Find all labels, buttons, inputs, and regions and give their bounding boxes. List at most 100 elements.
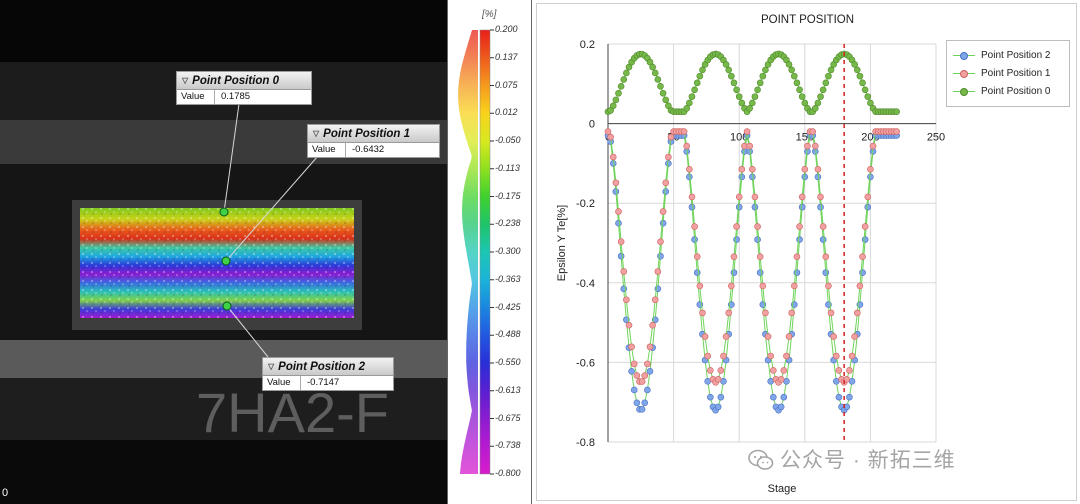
- color-scale-bar: [%] 0.200 0.137 0.075 0.012 -0.050 -0.113 -0.1…: [447, 0, 532, 504]
- data-point-point-position-2: [861, 236, 869, 243]
- data-point-point-position-1: [620, 268, 628, 275]
- callout-point-position-2[interactable]: ▽ Point Position 2 Value -0.7147: [262, 357, 394, 391]
- y-tick-label: -0.8: [576, 437, 595, 449]
- data-point-point-position-2: [633, 399, 641, 407]
- data-point-point-position-1: [699, 309, 706, 317]
- data-point-point-position-2: [864, 203, 872, 211]
- data-point-point-position-0: [659, 89, 667, 97]
- callout-value: -0.6432: [352, 144, 385, 155]
- callout-point-position-0[interactable]: ▽ Point Position 0 Value 0.1785: [176, 71, 312, 105]
- color-scale-tick-label: -0.300: [495, 246, 521, 256]
- data-point-point-position-0: [791, 72, 798, 80]
- data-point-point-position-0: [851, 61, 858, 68]
- data-point-point-position-0: [853, 66, 861, 74]
- data-point-point-position-1: [646, 343, 654, 351]
- data-point-point-position-1: [822, 253, 830, 261]
- data-point-point-position-2: [801, 173, 809, 181]
- color-scale-tick-label: -0.113: [495, 162, 520, 173]
- data-point-point-position-1: [688, 193, 696, 201]
- callout-value: -0.7147: [307, 377, 340, 388]
- point-position-chart[interactable]: POINT POSITION 0.20-0.2-0.4-0.6-0.805010…: [536, 3, 1077, 501]
- data-point-point-position-0: [657, 83, 664, 90]
- callout-key: Value: [263, 376, 301, 390]
- data-point-point-position-0: [651, 69, 659, 77]
- data-point-point-position-1: [830, 333, 837, 340]
- data-point-point-position-2: [615, 219, 622, 227]
- data-point-point-position-1: [798, 193, 806, 201]
- data-point-point-position-1: [623, 296, 630, 304]
- data-point-point-position-2: [819, 236, 827, 243]
- collapse-triangle-icon[interactable]: ▽: [313, 129, 320, 138]
- data-point-point-position-1: [633, 372, 641, 379]
- data-point-point-position-2: [662, 188, 670, 195]
- data-point-point-position-0: [749, 99, 756, 107]
- data-point-point-position-0: [683, 105, 691, 112]
- data-point-point-position-1: [762, 309, 769, 317]
- data-point-point-position-2: [751, 203, 759, 211]
- data-point-point-position-2: [659, 219, 667, 227]
- data-point-point-position-1: [869, 142, 877, 150]
- data-point-point-position-0: [623, 69, 630, 77]
- data-point-point-position-0: [691, 86, 698, 94]
- data-point-point-position-2: [835, 393, 843, 401]
- data-point-point-position-0: [693, 79, 701, 87]
- color-scale-tick-label: -0.550: [495, 357, 521, 367]
- collapse-triangle-icon[interactable]: ▽: [268, 362, 275, 371]
- data-point-point-position-0: [822, 79, 830, 87]
- data-point-point-position-1: [730, 253, 738, 261]
- collapse-triangle-icon[interactable]: ▽: [182, 76, 189, 85]
- data-point-point-position-2: [780, 393, 788, 401]
- data-point-point-position-1: [630, 360, 638, 368]
- data-point-point-position-1: [743, 128, 751, 135]
- data-point-point-position-1: [683, 142, 691, 150]
- data-point-point-position-1: [738, 166, 746, 173]
- data-point-point-position-2: [817, 203, 824, 211]
- x-tick-label: 100: [730, 132, 748, 144]
- data-point-point-position-2: [691, 236, 698, 243]
- data-point-point-position-1: [848, 352, 856, 360]
- data-point-point-position-1: [751, 193, 759, 201]
- data-point-point-position-2: [738, 173, 746, 181]
- data-point-point-position-0: [686, 99, 693, 107]
- data-point-point-position-1: [651, 296, 659, 304]
- data-point-point-position-1: [733, 223, 740, 230]
- chart-title: POINT POSITION: [760, 14, 855, 26]
- data-point-point-position-0: [793, 79, 801, 87]
- data-point-point-position-0: [751, 93, 759, 100]
- data-point-point-position-0: [817, 93, 824, 100]
- data-point-point-position-1: [843, 376, 851, 383]
- data-point-point-position-1: [817, 193, 824, 201]
- y-axis-label: Epsilon Y Te[%]: [556, 205, 568, 281]
- data-point-point-position-1: [856, 282, 864, 290]
- callout-key: Value: [308, 143, 346, 157]
- color-scale-tick-label: -0.175: [495, 190, 521, 201]
- data-point-point-position-0: [617, 83, 625, 90]
- data-point-point-position-1: [746, 142, 753, 150]
- data-point-point-position-1: [819, 223, 827, 230]
- data-point-point-position-0: [798, 93, 806, 100]
- data-point-point-position-1: [659, 208, 667, 215]
- data-point-point-position-1: [759, 282, 767, 290]
- data-point-point-position-1: [714, 376, 722, 383]
- data-point-point-position-1: [793, 253, 801, 261]
- data-point-point-position-2: [714, 403, 722, 411]
- data-point-point-position-0: [759, 72, 767, 80]
- data-point-point-position-0: [738, 99, 746, 107]
- color-scale-tick-label: -0.050: [495, 135, 521, 145]
- data-point-point-position-0: [722, 61, 730, 68]
- data-point-point-position-1: [665, 153, 672, 161]
- point-marker-0: [219, 207, 229, 217]
- data-point-point-position-2: [754, 236, 761, 243]
- dic-image-view[interactable]: 7HA2-F ▽ Point Position 0 Value 0.1785 ▽ Po…: [0, 0, 447, 504]
- data-point-point-position-0: [762, 66, 769, 74]
- data-point-point-position-1: [835, 367, 843, 374]
- data-point-point-position-1: [644, 360, 651, 368]
- data-point-point-position-1: [832, 352, 840, 360]
- data-point-point-position-1: [617, 238, 625, 245]
- data-point-point-position-0: [696, 72, 704, 80]
- callout-point-position-1[interactable]: ▽ Point Position 1 Value -0.6432: [307, 124, 440, 158]
- data-point-point-position-0: [733, 86, 740, 94]
- color-scale-unit: [%]: [482, 9, 497, 20]
- data-point-point-position-2: [717, 393, 725, 401]
- data-point-point-position-0: [725, 66, 733, 74]
